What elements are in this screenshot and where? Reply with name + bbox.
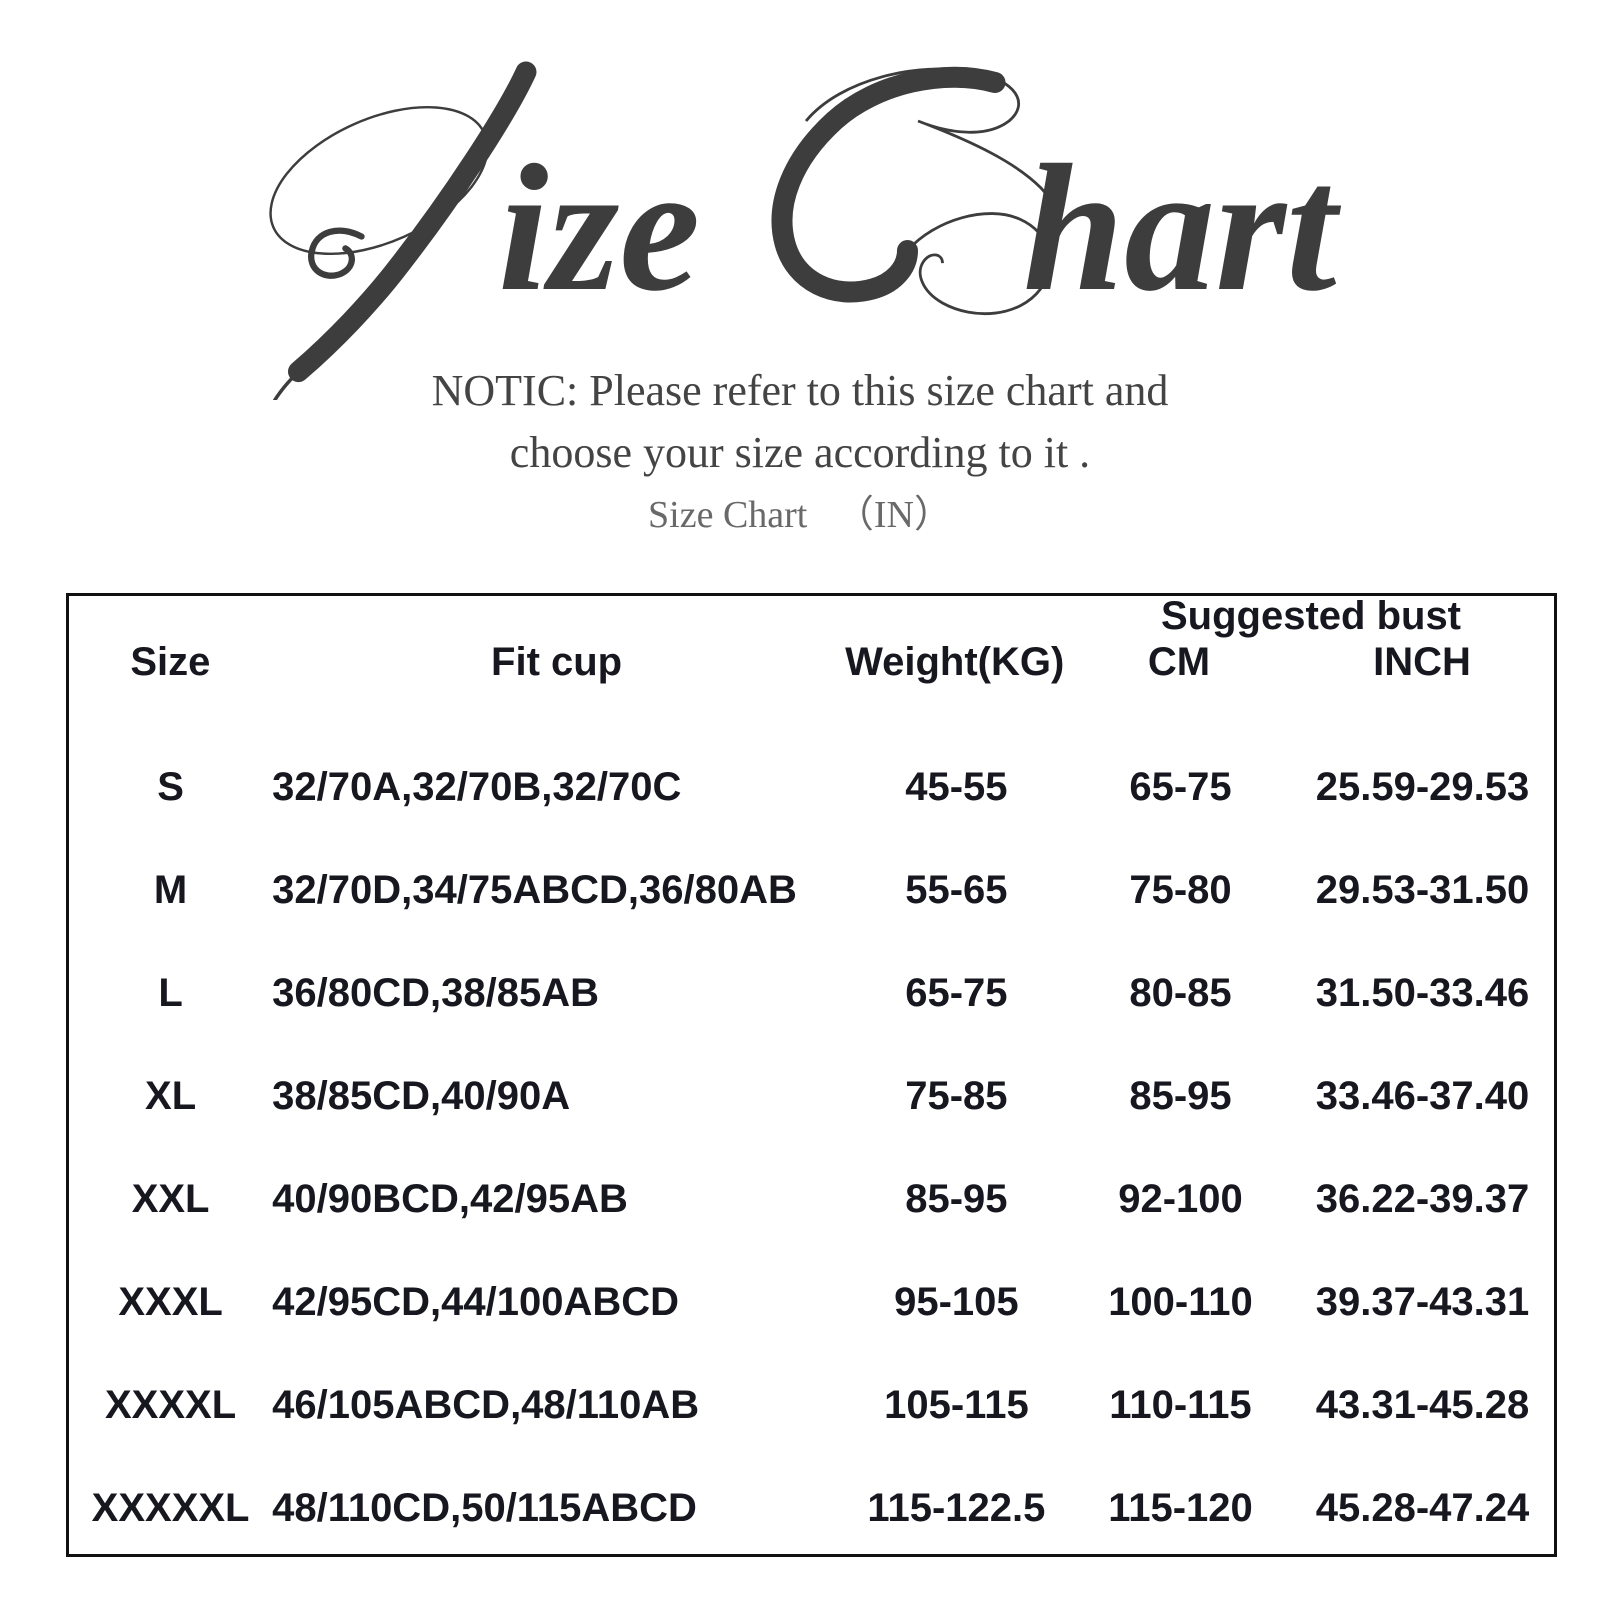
svg-text:hart: hart	[1023, 128, 1342, 329]
svg-text:ize: ize	[498, 128, 700, 329]
